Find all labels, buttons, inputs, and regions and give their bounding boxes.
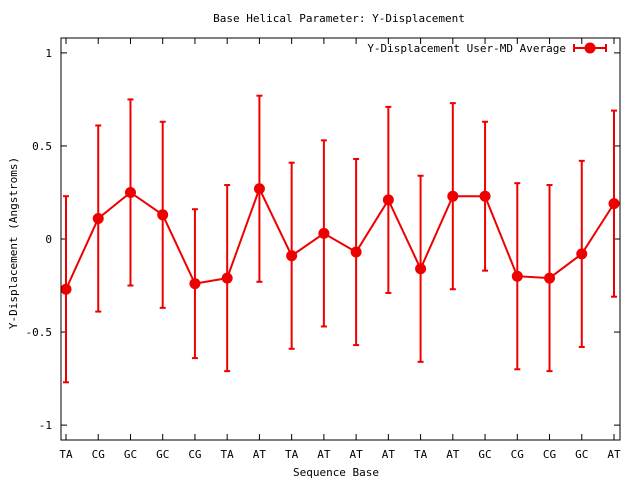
x-tick-label: AT bbox=[253, 448, 267, 461]
x-tick-label: AT bbox=[607, 448, 621, 461]
x-tick-label: TA bbox=[285, 448, 299, 461]
legend-marker bbox=[584, 42, 596, 54]
x-tick-label: AT bbox=[382, 448, 396, 461]
plot-frame bbox=[60, 37, 621, 441]
x-tick-label: AT bbox=[317, 448, 331, 461]
x-tick-label: GC bbox=[575, 448, 588, 461]
data-point bbox=[382, 194, 394, 206]
data-point bbox=[511, 270, 523, 282]
data-point bbox=[124, 186, 136, 198]
data-point bbox=[576, 248, 588, 260]
x-tick-label: AT bbox=[349, 448, 363, 461]
legend-label: Y-Displacement User-MD Average bbox=[367, 42, 566, 55]
x-tick-label: GC bbox=[478, 448, 491, 461]
x-tick-label: AT bbox=[446, 448, 460, 461]
x-axis-label: Sequence Base bbox=[293, 466, 379, 479]
x-tick-label: CG bbox=[92, 448, 105, 461]
y-tick-label: -1 bbox=[39, 419, 52, 432]
x-tick-label: CG bbox=[188, 448, 201, 461]
x-tick-label: TA bbox=[59, 448, 73, 461]
x-tick-label: CG bbox=[511, 448, 524, 461]
data-point bbox=[189, 278, 201, 290]
data-point bbox=[253, 183, 265, 195]
x-tick-label: TA bbox=[221, 448, 235, 461]
y-tick-label: 0.5 bbox=[32, 140, 52, 153]
data-point bbox=[221, 272, 233, 284]
data-point bbox=[286, 250, 298, 262]
data-point bbox=[608, 198, 620, 210]
data-point bbox=[92, 213, 104, 225]
data-point bbox=[447, 190, 459, 202]
data-point bbox=[157, 209, 169, 221]
x-tick-label: GC bbox=[124, 448, 137, 461]
x-tick-label: CG bbox=[543, 448, 556, 461]
y-tick-label: -0.5 bbox=[26, 326, 53, 339]
legend: Y-Displacement User-MD Average bbox=[367, 42, 607, 55]
chart-title: Base Helical Parameter: Y-Displacement bbox=[213, 12, 465, 25]
x-tick-label: TA bbox=[414, 448, 428, 461]
x-tick-label: GC bbox=[156, 448, 169, 461]
data-point bbox=[479, 190, 491, 202]
data-point bbox=[544, 272, 556, 284]
plot-area: -1 -0.5 0 0.5 1 TA CG GC GC CG TA AT TA AT AT AT TA AT GC C… bbox=[26, 38, 621, 461]
data-point bbox=[60, 283, 72, 295]
data-point bbox=[415, 263, 427, 275]
y-tick-label: 0 bbox=[45, 233, 52, 246]
data-point bbox=[318, 227, 330, 239]
y-tick-label: 1 bbox=[45, 47, 52, 60]
y-axis-label: Y-Displacement (Angstroms) bbox=[7, 157, 20, 329]
data-point bbox=[350, 246, 362, 258]
series-line bbox=[65, 186, 615, 290]
